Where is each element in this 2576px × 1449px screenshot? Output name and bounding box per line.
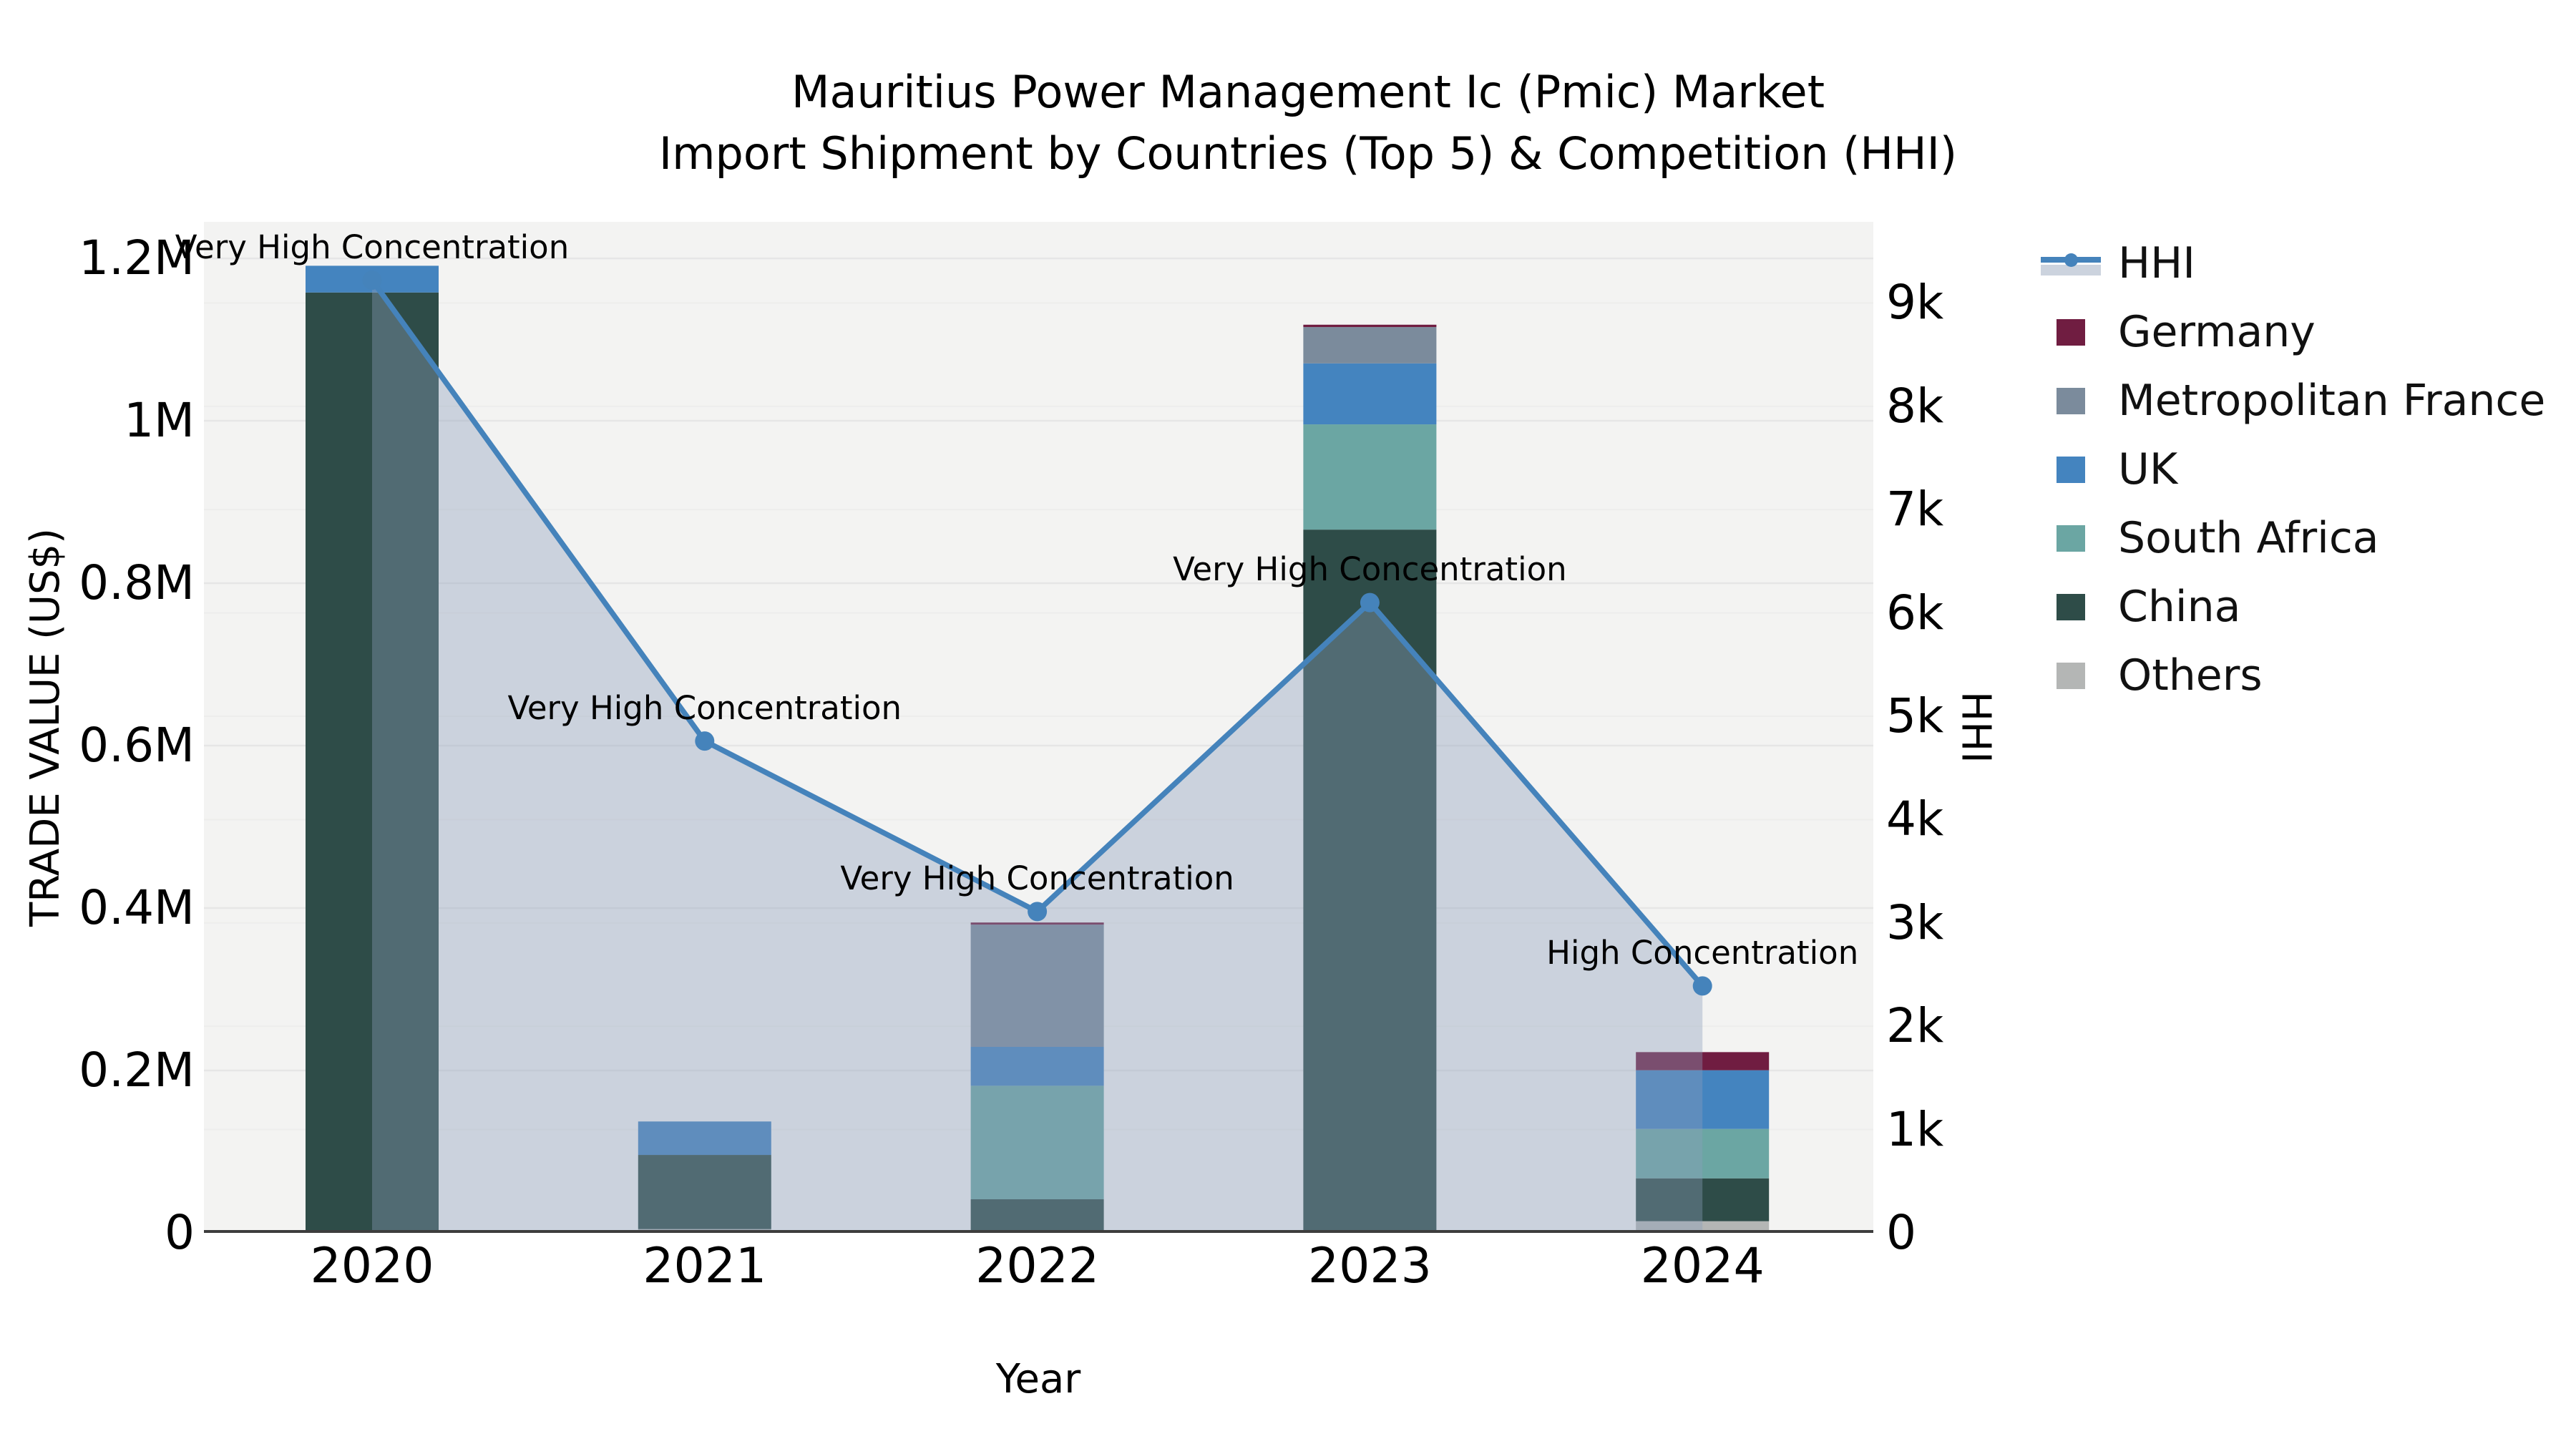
chart-title: Mauritius Power Management Ic (Pmic) Mar… <box>235 62 2381 185</box>
bar-segment-uk-2023 <box>1303 363 1437 425</box>
legend-swatch-others <box>2057 662 2085 689</box>
legend-label-metropolitan-france: Metropolitan France <box>2118 376 2546 426</box>
legend-symbol-others <box>2041 662 2101 689</box>
y-right-tick-3k: 3k <box>1886 894 1944 950</box>
y-right-tick-1k: 1k <box>1886 1101 1944 1157</box>
hhi-line-icon-dot <box>2064 253 2078 267</box>
y-right-tick-9k: 9k <box>1886 275 1944 331</box>
legend-item-others[interactable]: Others <box>2041 641 2545 710</box>
x-tick-2022: 2022 <box>975 1238 1100 1294</box>
legend-swatch-metropolitan-france <box>2057 387 2085 414</box>
bar-segment-metropolitan-france-2022 <box>970 924 1104 1047</box>
annotation-2023: Very High Concentration <box>1173 550 1567 589</box>
y-right-tick-5k: 5k <box>1886 688 1944 743</box>
y-right-tick-7k: 7k <box>1886 482 1944 537</box>
plot-canvas <box>204 257 1873 1233</box>
legend-item-china[interactable]: China <box>2041 572 2545 641</box>
legend-symbol-china <box>2041 593 2101 620</box>
y-left-tick-0.8M: 0.8M <box>79 555 195 611</box>
chart-title-line-2: Import Shipment by Countries (Top 5) & C… <box>658 127 1958 180</box>
legend-symbol-germany <box>2041 318 2101 346</box>
x-tick-2020: 2020 <box>310 1238 434 1294</box>
bar-segment-metropolitan-france-2023 <box>1303 327 1437 364</box>
legend-label-germany: Germany <box>2118 307 2316 357</box>
y-right-tick-8k: 8k <box>1886 378 1944 434</box>
plot-area <box>204 222 1873 1233</box>
y-left-tick-0.6M: 0.6M <box>79 718 195 774</box>
legend-swatch-germany <box>2057 318 2085 346</box>
legend: HHI Germany Metropolitan France UK South Afr… <box>2041 229 2545 710</box>
legend-symbol-hhi <box>2041 248 2101 279</box>
y-left-tick-1M: 1M <box>124 393 195 449</box>
hhi-marker-2020 <box>362 270 382 291</box>
x-tick-2024: 2024 <box>1640 1238 1765 1294</box>
bar-segment-china-2022 <box>970 1199 1104 1233</box>
x-tick-2023: 2023 <box>1307 1238 1432 1294</box>
annotation-2021: Very High Concentration <box>507 688 902 727</box>
annotation-2020: Very High Concentration <box>175 228 570 266</box>
legend-label-china: China <box>2118 582 2241 632</box>
bar-segment-others-2024 <box>1636 1221 1770 1233</box>
legend-swatch-south-africa <box>2057 525 2085 552</box>
bar-segment-china-2024 <box>1636 1178 1770 1221</box>
bar-segment-uk-2022 <box>970 1046 1104 1086</box>
bar-segment-germany-2023 <box>1303 324 1437 328</box>
legend-label-uk: UK <box>2118 444 2178 494</box>
legend-item-hhi[interactable]: HHI <box>2041 229 2545 298</box>
y-right-tick-0: 0 <box>1886 1205 1916 1260</box>
hhi-marker-2024 <box>1692 976 1712 996</box>
hhi-line-icon <box>2041 248 2101 279</box>
legend-item-south-africa[interactable]: South Africa <box>2041 504 2545 572</box>
annotation-2024: High Concentration <box>1546 933 1859 972</box>
legend-item-uk[interactable]: UK <box>2041 435 2545 504</box>
bar-segment-germany-2022 <box>970 922 1104 925</box>
hhi-marker-2021 <box>695 731 715 751</box>
legend-symbol-south-africa <box>2041 525 2101 552</box>
x-tick-2021: 2021 <box>643 1238 767 1294</box>
y-left-tick-0: 0 <box>165 1205 195 1260</box>
bar-segment-china-2020 <box>306 292 439 1233</box>
bar-segment-south-africa-2024 <box>1636 1128 1770 1179</box>
legend-item-metropolitan-france[interactable]: Metropolitan France <box>2041 366 2545 435</box>
legend-swatch-china <box>2057 593 2085 620</box>
y-left-tick-0.2M: 0.2M <box>79 1043 195 1098</box>
hhi-line-icon-band <box>2041 265 2101 275</box>
hhi-marker-2023 <box>1360 592 1380 613</box>
y-right-tick-2k: 2k <box>1886 998 1944 1054</box>
hhi-area-fill <box>372 280 1703 1233</box>
bar-segment-south-africa-2022 <box>970 1085 1104 1200</box>
legend-item-germany[interactable]: Germany <box>2041 298 2545 366</box>
bar-segment-china-2021 <box>638 1155 771 1229</box>
chart-title-line-1: Mauritius Power Management Ic (Pmic) Mar… <box>791 66 1825 118</box>
legend-symbol-metropolitan-france <box>2041 387 2101 414</box>
hhi-marker-2022 <box>1028 902 1048 922</box>
annotation-2022: Very High Concentration <box>840 859 1234 897</box>
legend-symbol-uk <box>2041 456 2101 483</box>
x-axis-title: Year <box>995 1356 1081 1402</box>
legend-label-others: Others <box>2118 650 2263 701</box>
bar-segment-uk-2024 <box>1636 1070 1770 1129</box>
y-right-tick-6k: 6k <box>1886 585 1944 640</box>
bar-segment-south-africa-2023 <box>1303 424 1437 530</box>
bar-segment-uk-2021 <box>638 1121 771 1156</box>
legend-swatch-uk <box>2057 456 2085 483</box>
y-right-tick-4k: 4k <box>1886 791 1944 847</box>
y-axis-title-right: HHI <box>1952 691 1999 763</box>
legend-label-hhi: HHI <box>2118 238 2195 288</box>
bar-segment-germany-2024 <box>1636 1052 1770 1070</box>
y-left-tick-0.4M: 0.4M <box>79 880 195 936</box>
y-left-tick-1.2M: 1.2M <box>79 230 195 286</box>
legend-label-south-africa: South Africa <box>2118 513 2379 563</box>
